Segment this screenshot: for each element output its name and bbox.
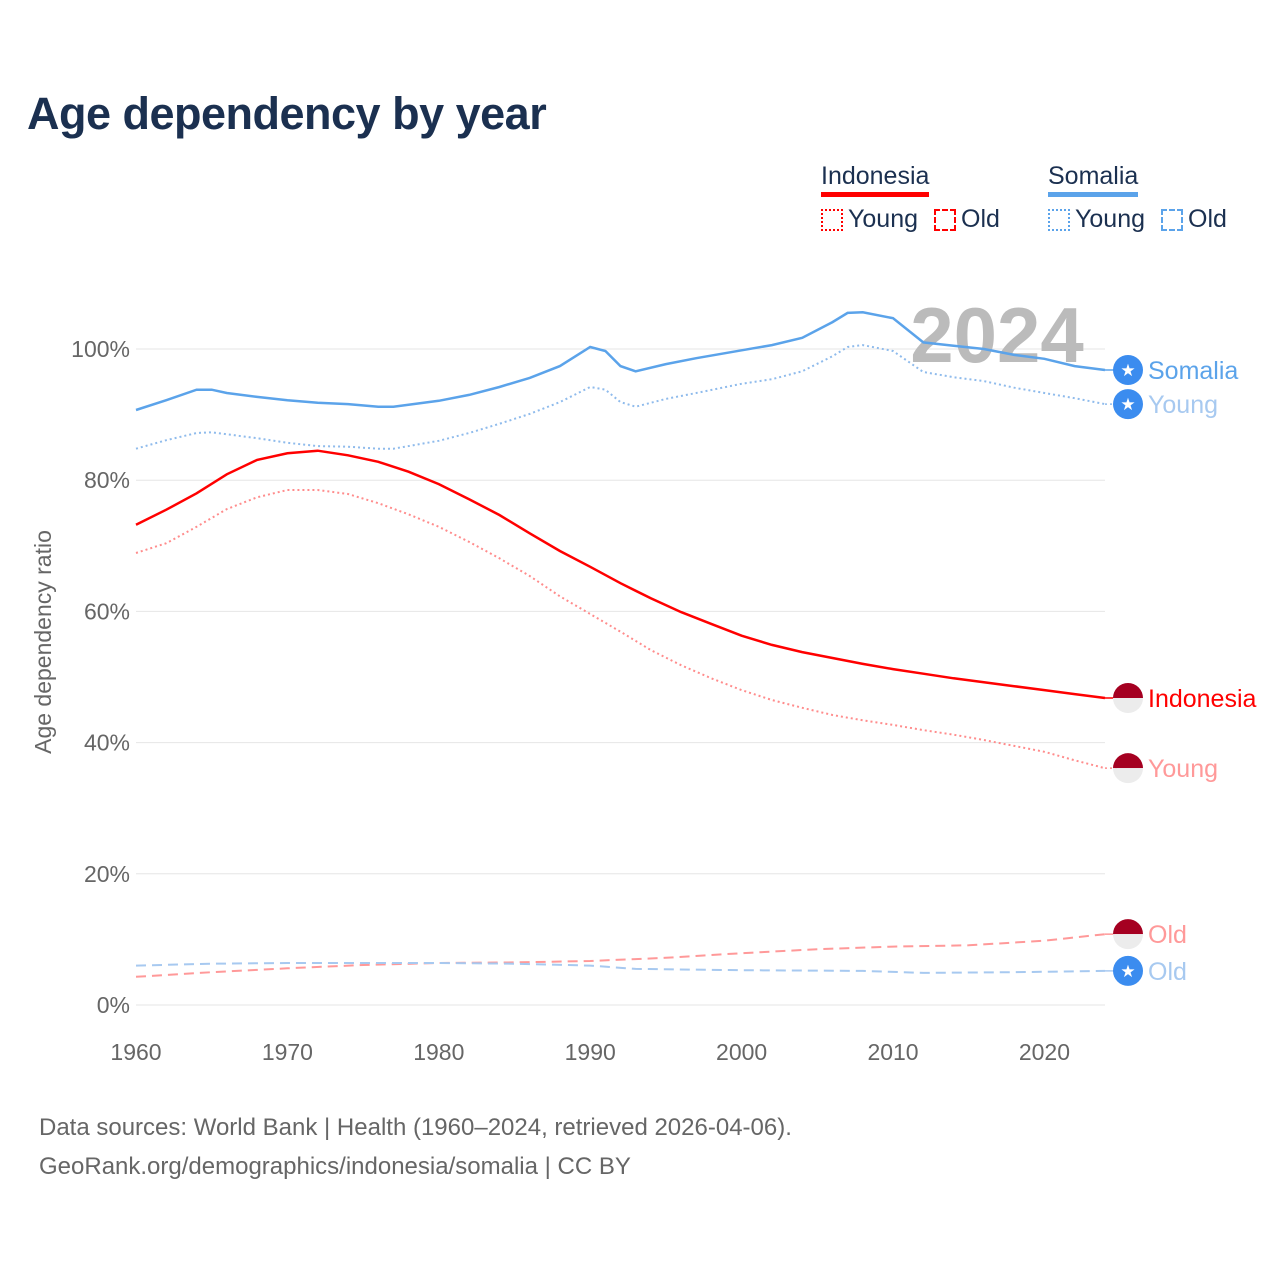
indonesia-flag-icon [1113, 682, 1143, 698]
end-marker-somalia-young: ★ Young [1113, 389, 1218, 420]
y-axis-label: Age dependency ratio [30, 530, 56, 754]
end-label: Indonesia [1148, 685, 1257, 713]
star-icon: ★ [1120, 962, 1135, 981]
series-line-indonesia-old [135, 933, 1106, 978]
somalia-flag-icon [1113, 955, 1143, 986]
end-label: Old [1148, 921, 1187, 949]
indonesia-flag-icon [1113, 697, 1143, 713]
dotted-swatch-icon [821, 208, 843, 231]
y-tick-label: 40% [84, 730, 130, 756]
somalia-flag-icon [1113, 354, 1143, 385]
legend-country-somalia[interactable]: Somalia [1048, 162, 1139, 197]
x-tick-label: 2020 [1019, 1039, 1070, 1065]
legend-label: Old [961, 205, 1000, 233]
x-tick-label: 1960 [110, 1039, 161, 1065]
series-line-indonesia-young [135, 489, 1106, 770]
legend-label: Old [1188, 205, 1227, 233]
legend-item-indonesia-old[interactable]: Old [934, 205, 1000, 234]
end-label: Young [1148, 391, 1218, 419]
year-watermark: 2024 [910, 291, 1084, 379]
indonesia-flag-icon [1113, 934, 1143, 950]
star-icon: ★ [1120, 361, 1135, 380]
y-tick-label: 0% [97, 992, 130, 1018]
x-tick-label: 2000 [716, 1039, 767, 1065]
x-tick-label: 2010 [867, 1039, 918, 1065]
legend-country-indonesia[interactable]: Indonesia [821, 162, 930, 197]
legend-item-somalia-old[interactable]: Old [1161, 205, 1227, 234]
dashed-swatch-icon [934, 208, 956, 231]
source-note: Data sources: World Bank | Health (1960–… [39, 1114, 792, 1141]
end-label: Somalia [1148, 357, 1238, 385]
dashed-swatch-icon [1161, 208, 1183, 231]
y-tick-label: 20% [84, 861, 130, 887]
legend-label: Young [848, 205, 918, 233]
end-marker-somalia-old: ★ Old [1113, 955, 1187, 986]
end-marker-indonesia-young: Young [1113, 753, 1218, 784]
dotted-swatch-icon [1048, 208, 1070, 231]
legend-group-somalia[interactable]: Somalia Young Old [1048, 162, 1227, 234]
indonesia-flag-icon [1113, 768, 1143, 784]
somalia-flag-icon [1113, 389, 1143, 420]
indonesia-flag-icon [1113, 753, 1143, 769]
series-line-somalia [135, 311, 1106, 412]
x-tick-label: 1980 [413, 1039, 464, 1065]
y-tick-label: 100% [71, 336, 130, 362]
indonesia-flag-icon [1113, 919, 1143, 935]
legend-label: Young [1075, 205, 1145, 233]
end-marker-indonesia-old: Old [1113, 919, 1187, 950]
end-marker-somalia: ★ Somalia [1113, 354, 1238, 385]
end-marker-indonesia: Indonesia [1113, 682, 1257, 713]
x-tick-label: 1990 [565, 1039, 616, 1065]
legend-item-indonesia-young[interactable]: Young [821, 205, 918, 234]
y-tick-label: 80% [84, 467, 130, 493]
star-icon: ★ [1120, 395, 1135, 414]
end-label: Old [1148, 958, 1187, 986]
chart-title: Age dependency by year [27, 88, 547, 139]
legend-item-somalia-young[interactable]: Young [1048, 205, 1145, 234]
end-label: Young [1148, 755, 1218, 783]
series-line-somalia-old [135, 962, 1106, 974]
y-tick-label: 60% [84, 598, 130, 624]
footer: Data sources: World Bank | Health (1960–… [39, 1108, 792, 1186]
x-tick-label: 1970 [262, 1039, 313, 1065]
legend-group-indonesia[interactable]: Indonesia Young Old [821, 162, 1000, 234]
attribution-link[interactable]: GeoRank.org/demographics/indonesia/somal… [39, 1153, 631, 1180]
series-line-indonesia [135, 449, 1106, 700]
